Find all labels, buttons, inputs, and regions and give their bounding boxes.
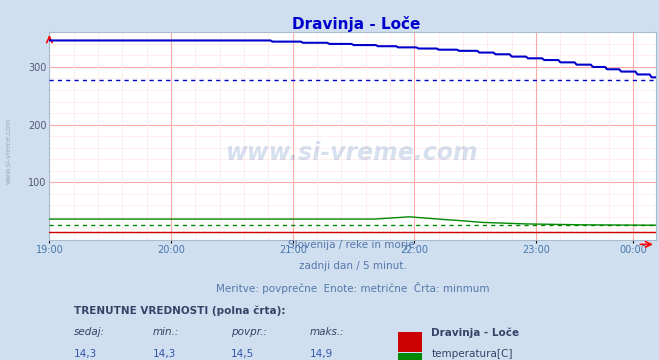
Text: Dravinja - Loče: Dravinja - Loče	[292, 16, 420, 32]
Text: www.si-vreme.com: www.si-vreme.com	[5, 118, 12, 184]
Text: min.:: min.:	[152, 327, 179, 337]
Text: 14,3: 14,3	[152, 350, 176, 359]
Text: www.si-vreme.com: www.si-vreme.com	[226, 141, 479, 165]
Text: Meritve: povprečne  Enote: metrične  Črta: minmum: Meritve: povprečne Enote: metrične Črta:…	[215, 282, 490, 294]
Text: 14,3: 14,3	[74, 350, 97, 359]
Text: 14,9: 14,9	[310, 350, 333, 359]
Bar	[398, 353, 422, 360]
Bar	[398, 332, 422, 352]
Text: maks.:: maks.:	[310, 327, 345, 337]
Text: TRENUTNE VREDNOSTI (polna črta):: TRENUTNE VREDNOSTI (polna črta):	[74, 305, 285, 316]
Text: 14,5: 14,5	[231, 350, 254, 359]
Text: povpr.:: povpr.:	[231, 327, 267, 337]
Text: temperatura[C]: temperatura[C]	[432, 350, 513, 359]
Text: Dravinja - Loče: Dravinja - Loče	[432, 327, 519, 338]
Text: Slovenija / reke in morje.: Slovenija / reke in morje.	[287, 240, 418, 250]
Text: sedaj:: sedaj:	[74, 327, 105, 337]
Text: zadnji dan / 5 minut.: zadnji dan / 5 minut.	[299, 261, 407, 271]
